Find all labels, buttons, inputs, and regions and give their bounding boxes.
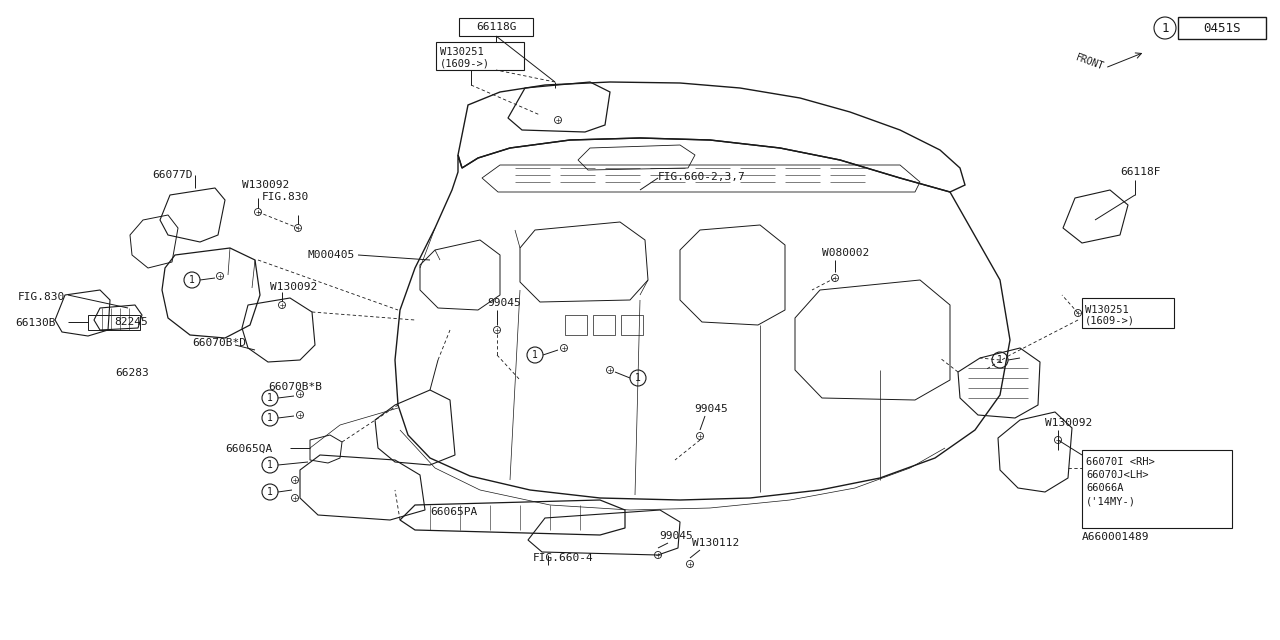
Text: 66118F: 66118F xyxy=(1120,167,1161,177)
Text: 66066A: 66066A xyxy=(1085,483,1124,493)
Text: W080002: W080002 xyxy=(822,248,869,258)
Text: W130092: W130092 xyxy=(242,180,289,190)
Text: 66070J<LH>: 66070J<LH> xyxy=(1085,470,1148,480)
Text: 66065QA: 66065QA xyxy=(225,444,273,454)
Text: 66118G: 66118G xyxy=(476,22,516,32)
Text: 1: 1 xyxy=(997,355,1004,365)
Text: 82245: 82245 xyxy=(114,317,147,327)
Text: 0451S: 0451S xyxy=(1203,22,1240,35)
Text: W130112: W130112 xyxy=(692,538,740,548)
Text: 66070I <RH>: 66070I <RH> xyxy=(1085,457,1155,467)
Text: 1: 1 xyxy=(268,460,273,470)
Text: 1: 1 xyxy=(1161,22,1169,35)
Text: 66130B: 66130B xyxy=(15,318,55,328)
Text: FIG.660-4: FIG.660-4 xyxy=(532,553,594,563)
Text: 66065PA: 66065PA xyxy=(430,507,477,517)
Text: FRONT: FRONT xyxy=(1074,52,1106,72)
Text: 99045: 99045 xyxy=(694,404,728,414)
Text: 1: 1 xyxy=(635,373,641,383)
Text: M000405: M000405 xyxy=(307,250,355,260)
Text: (1609->): (1609->) xyxy=(1085,315,1135,325)
Text: 66077D: 66077D xyxy=(152,170,192,180)
Text: W130251: W130251 xyxy=(440,47,484,57)
Bar xyxy=(1082,450,1231,528)
Bar xyxy=(1178,17,1266,39)
Bar xyxy=(1082,298,1174,328)
Bar xyxy=(460,18,532,36)
Text: 99045: 99045 xyxy=(486,298,521,308)
Text: W130092: W130092 xyxy=(270,282,317,292)
Text: FIG.830: FIG.830 xyxy=(262,192,310,202)
Text: FIG.830: FIG.830 xyxy=(18,292,65,302)
Text: A660001489: A660001489 xyxy=(1082,532,1149,542)
Text: 1: 1 xyxy=(268,413,273,423)
Bar xyxy=(88,315,140,330)
Text: (1609->): (1609->) xyxy=(440,58,490,68)
Text: 66283: 66283 xyxy=(115,368,148,378)
Text: 66070B*B: 66070B*B xyxy=(268,382,323,392)
Text: 1: 1 xyxy=(532,350,538,360)
Text: 1: 1 xyxy=(268,487,273,497)
Text: ('14MY-): ('14MY-) xyxy=(1085,496,1137,506)
Text: 99045: 99045 xyxy=(659,531,692,541)
Text: 1: 1 xyxy=(268,393,273,403)
Bar xyxy=(436,42,524,70)
Text: 66070B*D: 66070B*D xyxy=(192,338,246,348)
Text: FIG.660-2,3,7: FIG.660-2,3,7 xyxy=(658,172,746,182)
Text: W130092: W130092 xyxy=(1044,418,1092,428)
Text: 1: 1 xyxy=(189,275,195,285)
Text: W130251: W130251 xyxy=(1085,305,1129,315)
